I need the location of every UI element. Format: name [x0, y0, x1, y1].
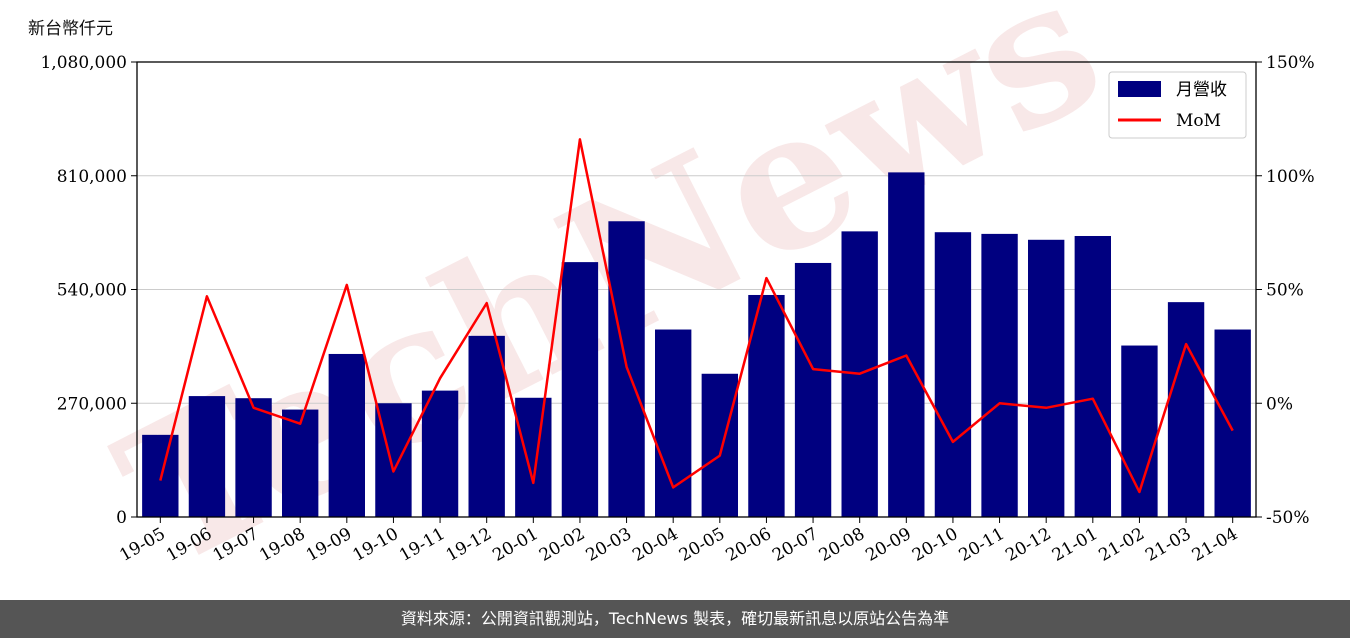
x-tick-label-21-02: 21-02 — [1095, 524, 1147, 566]
x-tick-label-19-11: 19-11 — [396, 524, 448, 566]
x-tick-label-20-09: 20-09 — [862, 524, 914, 566]
bar-21-03 — [1167, 302, 1205, 517]
x-tick-label-20-10: 20-10 — [909, 524, 961, 566]
x-tick-label-20-04: 20-04 — [629, 524, 681, 566]
legend-label-line: MoM — [1176, 111, 1221, 131]
bar-21-04 — [1214, 329, 1251, 517]
x-tick-label-21-01: 21-01 — [1049, 524, 1101, 566]
y-axis-unit-label: 新台幣仟元 — [28, 19, 113, 39]
bar-19-09 — [328, 353, 365, 517]
revenue-chart: TechNews 0270,000540,000810,0001,080,000… — [40, 0, 1315, 600]
bar-20-04 — [655, 329, 692, 517]
left-tick-label-1: 270,000 — [57, 394, 127, 414]
bar-20-01 — [515, 397, 552, 517]
bar-20-09 — [888, 172, 925, 517]
right-tick-label-4: 150% — [1266, 53, 1315, 73]
x-tick-label-20-12: 20-12 — [1002, 524, 1054, 566]
bar-21-01 — [1074, 235, 1111, 518]
bar-19-11 — [421, 390, 459, 517]
x-tick-label-21-03: 21-03 — [1142, 524, 1194, 566]
bar-20-07 — [794, 262, 832, 517]
bar-19-08 — [282, 409, 319, 517]
mom-polyline — [159, 138, 1234, 494]
legend-swatch-bar — [1118, 81, 1161, 97]
x-tick-label-19-10: 19-10 — [349, 524, 401, 566]
bar-20-12 — [1028, 239, 1065, 517]
legend: 月營收 MoM — [1108, 71, 1247, 139]
left-tick-label-3: 810,000 — [57, 167, 127, 187]
left-tick-label-0: 0 — [116, 508, 127, 528]
x-tick-label-19-05: 19-05 — [116, 524, 168, 566]
bar-20-10 — [934, 232, 972, 517]
right-tick-label-0: -50% — [1266, 508, 1310, 528]
x-tick-label-20-08: 20-08 — [816, 524, 868, 566]
x-tick-label-20-07: 20-07 — [769, 524, 821, 566]
right-tick-label-2: 50% — [1266, 281, 1304, 301]
right-tick-label-1: 0% — [1266, 394, 1293, 414]
x-tick-label-20-06: 20-06 — [722, 524, 774, 566]
left-tick-label-4: 1,080,000 — [40, 53, 127, 73]
bar-19-06 — [188, 396, 226, 517]
x-tick-label-20-11: 20-11 — [956, 524, 1008, 566]
x-tick-label-20-03: 20-03 — [583, 524, 635, 566]
left-tick-label-2: 540,000 — [57, 281, 127, 301]
legend-label-bar: 月營收 — [1176, 80, 1227, 100]
x-tick-label-20-01: 20-01 — [489, 524, 541, 566]
x-tick-label-21-04: 21-04 — [1189, 524, 1241, 566]
x-tick-label-19-12: 19-12 — [443, 524, 495, 566]
mom-line — [159, 138, 1234, 494]
bar-19-12 — [468, 335, 505, 517]
bar-20-05 — [701, 373, 738, 517]
bar-20-02 — [561, 262, 599, 517]
right-tick-label-3: 100% — [1266, 167, 1315, 187]
x-tick-label-20-05: 20-05 — [676, 524, 728, 566]
bar-19-07 — [235, 398, 272, 517]
x-tick-label-20-02: 20-02 — [536, 524, 588, 566]
bar-20-11 — [981, 233, 1018, 517]
source-footer: 資料來源：公開資訊觀測站，TechNews 製表，確切最新訊息以原站公告為準 — [0, 600, 1350, 638]
bar-20-06 — [748, 294, 785, 517]
